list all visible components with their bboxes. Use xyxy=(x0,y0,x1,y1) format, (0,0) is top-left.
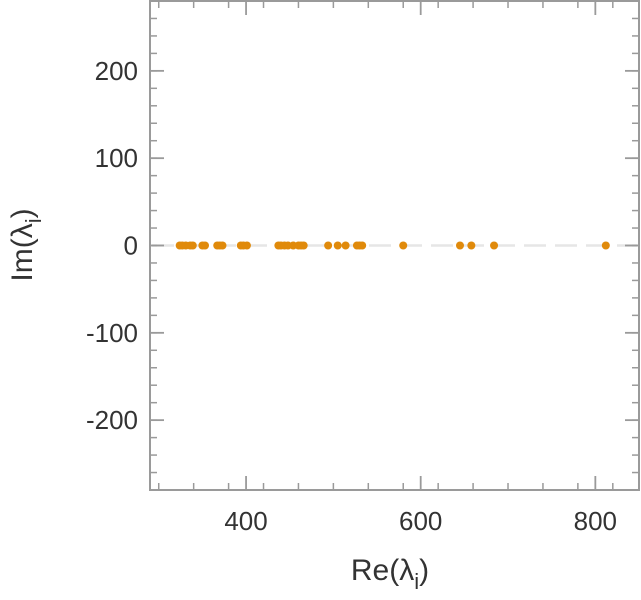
y-tick-label: 200 xyxy=(95,56,138,86)
data-point xyxy=(341,241,350,250)
y-axis-label-subscript: i xyxy=(21,218,46,223)
data-point xyxy=(490,241,499,250)
data-point xyxy=(218,241,227,250)
x-tick-label: 600 xyxy=(399,506,442,536)
data-point xyxy=(188,241,197,250)
data-point xyxy=(455,241,464,250)
x-tick-label: 400 xyxy=(224,506,267,536)
data-point xyxy=(324,241,333,250)
data-point xyxy=(601,241,610,250)
major-ticks xyxy=(150,1,639,490)
y-tick-label: 100 xyxy=(95,143,138,173)
data-point xyxy=(467,241,476,250)
minor-ticks xyxy=(150,1,639,490)
y-tick-label: -100 xyxy=(86,318,138,348)
y-axis-label: Im(λi) xyxy=(6,208,46,281)
data-point xyxy=(201,241,210,250)
data-points xyxy=(175,241,610,250)
x-axis-label: Re(λi) xyxy=(351,554,429,594)
x-tick-label: 800 xyxy=(574,506,617,536)
y-tick-label: -200 xyxy=(86,405,138,435)
data-point xyxy=(399,241,408,250)
x-axis-label-subscript: i xyxy=(414,569,419,594)
data-point xyxy=(299,241,308,250)
data-point xyxy=(333,241,342,250)
plot-frame xyxy=(149,0,640,491)
y-tick-label: 0 xyxy=(124,231,138,261)
data-point xyxy=(358,241,367,250)
x-tick-labels: 400 600 800 xyxy=(224,506,617,536)
data-point xyxy=(242,241,251,250)
y-tick-labels: 200 100 0 -100 -200 xyxy=(86,56,138,435)
